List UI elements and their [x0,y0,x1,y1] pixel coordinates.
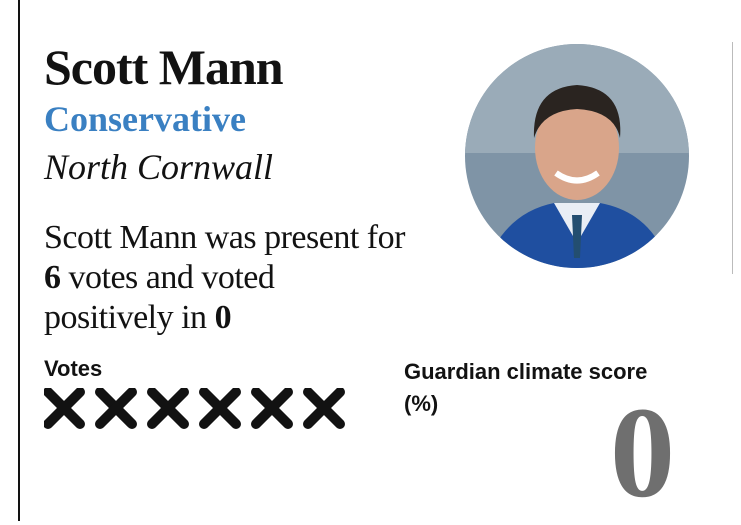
vote-cross [199,388,241,429]
vote-crosses [44,388,345,429]
summary-text: votes and voted [68,259,275,296]
votes-label: Votes [44,356,103,381]
cross-stroke [199,388,241,429]
vote-cross [251,388,293,429]
positive-count: 0 [214,299,232,336]
cross-stroke [147,388,189,429]
summary: Scott Mann was present for 6 votes and vo… [44,218,405,338]
score-label: Guardian climate score (%) [404,359,648,416]
vote-cross [95,388,137,429]
left-rule [18,0,20,521]
right-rule [732,42,733,274]
mp-name: Scott Mann [44,39,284,95]
summary-text: positively in [44,299,207,336]
vote-cross [147,388,189,429]
vote-cross [303,388,345,429]
cross-stroke [44,388,85,429]
summary-text: Scott Mann was present for [44,219,405,256]
present-count: 6 [44,259,61,296]
score-value: 0 [610,381,675,525]
party: Conservative [44,99,246,139]
cross-stroke [95,388,137,429]
cross-stroke [251,388,293,429]
cross-stroke [303,388,345,429]
constituency: North Cornwall [44,147,274,187]
mp-photo [465,44,689,268]
vote-cross [44,388,85,429]
